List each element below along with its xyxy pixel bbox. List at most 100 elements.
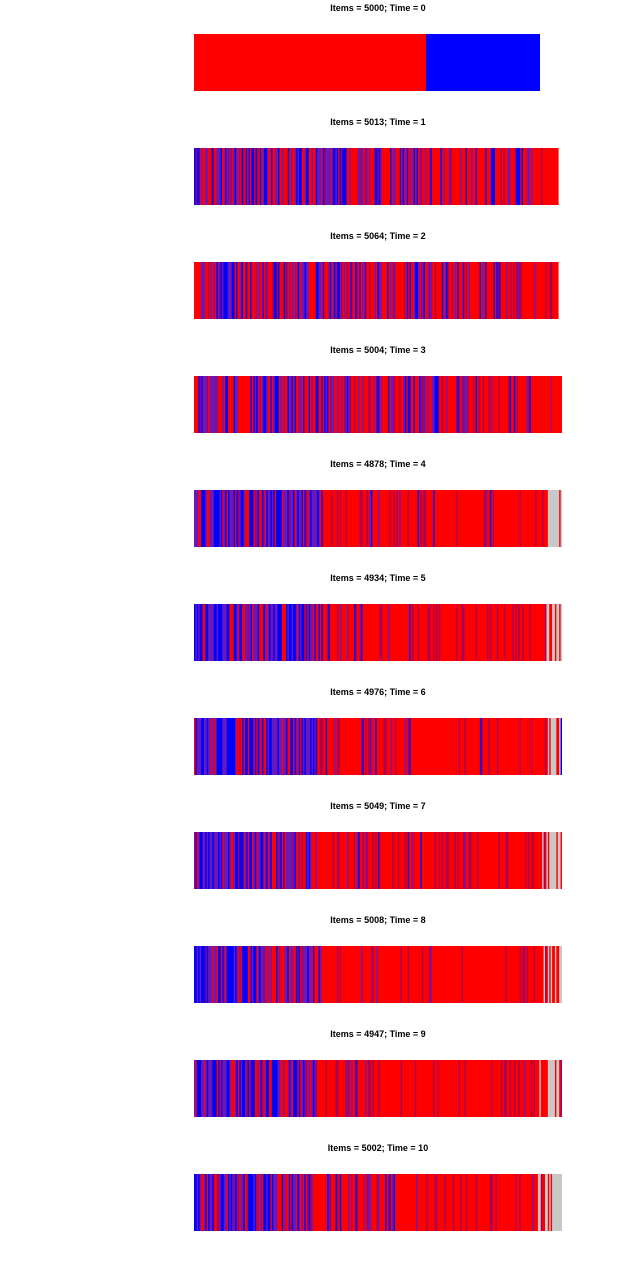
item-bar xyxy=(556,832,559,889)
item-bar xyxy=(379,1060,382,1117)
item-bar xyxy=(501,490,504,547)
item-bar xyxy=(389,832,392,889)
item-bar xyxy=(556,604,559,661)
item-bar xyxy=(226,490,229,547)
item-bar xyxy=(411,1060,414,1117)
item-bar xyxy=(363,718,366,775)
item-bar xyxy=(246,1174,249,1231)
item-bar xyxy=(375,490,378,547)
item-bar xyxy=(289,148,292,205)
item-bar xyxy=(485,1060,488,1117)
item-bar xyxy=(339,490,342,547)
item-bar xyxy=(362,490,365,547)
item-bar xyxy=(334,718,337,775)
item-bar xyxy=(434,832,437,889)
item-bar xyxy=(267,718,270,775)
item-bar xyxy=(530,718,533,775)
item-bar xyxy=(257,262,259,319)
item-bar xyxy=(390,832,393,889)
item-bar xyxy=(378,148,381,205)
item-bar xyxy=(494,1060,497,1117)
item-bar xyxy=(542,946,545,1003)
item-bar xyxy=(540,1060,543,1117)
item-bar xyxy=(249,946,252,1003)
item-bar xyxy=(495,490,498,547)
item-bar xyxy=(254,376,257,433)
item-bar xyxy=(474,718,477,775)
item-bar xyxy=(515,1060,518,1117)
item-bar xyxy=(404,262,406,319)
item-bar xyxy=(457,148,460,205)
item-bar xyxy=(266,1174,269,1231)
item-bar xyxy=(297,832,300,889)
item-bar xyxy=(424,490,427,547)
item-bar xyxy=(413,262,416,319)
item-bar xyxy=(373,1060,376,1117)
item-bar xyxy=(519,946,522,1003)
item-bar xyxy=(209,604,212,661)
item-bar xyxy=(416,376,419,433)
item-bar xyxy=(493,262,496,319)
item-bar xyxy=(358,604,361,661)
item-bar xyxy=(399,376,402,433)
item-bar xyxy=(346,604,349,661)
item-bar xyxy=(268,148,271,205)
item-bar xyxy=(346,148,349,205)
item-bar xyxy=(470,1060,473,1117)
item-bar xyxy=(513,1174,516,1231)
item-bar xyxy=(430,376,433,433)
item-bar xyxy=(512,832,515,889)
item-bar xyxy=(300,604,303,661)
item-bar xyxy=(220,490,223,547)
item-bar xyxy=(237,490,240,547)
item-bar xyxy=(448,946,451,1003)
item-bar xyxy=(223,1174,226,1231)
item-bar xyxy=(407,1174,410,1231)
item-bar xyxy=(314,262,317,319)
item-bar xyxy=(506,1060,509,1117)
item-bar xyxy=(387,376,390,433)
item-bar xyxy=(314,832,317,889)
item-bar xyxy=(243,946,246,1003)
item-bar xyxy=(370,604,373,661)
item-bar xyxy=(218,604,221,661)
item-bar xyxy=(317,832,320,889)
item-bar xyxy=(286,148,289,205)
item-bar xyxy=(318,376,321,433)
item-bar xyxy=(223,1060,226,1117)
item-bar xyxy=(324,1174,327,1231)
item-bar xyxy=(348,1060,351,1117)
item-bar xyxy=(370,946,373,1003)
item-bar xyxy=(433,148,436,205)
item-bar xyxy=(329,148,332,205)
item-bar xyxy=(410,1060,413,1117)
item-bar xyxy=(336,832,339,889)
item-bar xyxy=(406,490,409,547)
item-bar xyxy=(227,832,230,889)
item-bar xyxy=(411,832,414,889)
item-bar xyxy=(236,490,239,547)
item-bar xyxy=(511,604,514,661)
item-bar xyxy=(503,604,506,661)
item-bar xyxy=(516,262,518,319)
item-bar xyxy=(437,262,440,319)
item-bar xyxy=(327,604,330,661)
item-bar xyxy=(460,490,463,547)
item-bar xyxy=(212,832,215,889)
item-bar xyxy=(251,148,254,205)
item-bar xyxy=(294,832,297,889)
item-bar xyxy=(546,262,549,319)
item-bar xyxy=(359,262,362,319)
item-bar xyxy=(491,832,494,889)
item-bar xyxy=(209,1174,212,1231)
item-bar xyxy=(426,376,429,433)
item-bar xyxy=(308,946,311,1003)
item-bar xyxy=(515,604,518,661)
item-bar xyxy=(361,1060,364,1117)
item-bar xyxy=(266,946,269,1003)
item-bar xyxy=(198,1060,201,1117)
panel-title-7: Items = 5049; Time = 7 xyxy=(330,801,426,811)
item-bar xyxy=(343,262,346,319)
item-bar xyxy=(215,946,218,1003)
item-bar xyxy=(376,1174,379,1231)
